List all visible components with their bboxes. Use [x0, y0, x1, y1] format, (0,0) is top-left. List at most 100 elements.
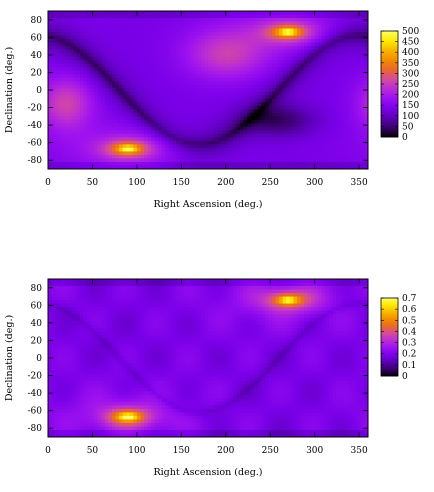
heatmap-cell	[147, 286, 152, 290]
heatmap-cell	[147, 42, 152, 47]
heatmap-cell	[97, 18, 102, 22]
heatmap-cell	[222, 161, 227, 166]
heatmap-cell	[200, 140, 205, 145]
heatmap-cell	[243, 102, 248, 107]
heatmap-cell	[200, 14, 205, 19]
heatmap-cell	[346, 102, 351, 107]
heatmap-cell	[328, 11, 333, 15]
heatmap-cell	[129, 21, 134, 26]
heatmap-cell	[360, 161, 365, 166]
heatmap-cell	[165, 119, 170, 124]
heatmap-cell	[147, 53, 152, 58]
heatmap-cell	[72, 286, 77, 290]
heatmap-cell	[215, 14, 220, 19]
heatmap-cell	[126, 303, 131, 308]
heatmap-cell	[119, 296, 124, 301]
heatmap-cell	[250, 39, 255, 43]
heatmap-cell	[101, 303, 106, 308]
heatmap-cell	[115, 133, 120, 138]
heatmap-cell	[222, 116, 227, 121]
heatmap-cell	[343, 133, 348, 138]
heatmap-cell	[190, 151, 195, 156]
heatmap-cell	[69, 109, 74, 114]
heatmap-cell	[311, 98, 316, 103]
colorbar-tick-label: 300	[402, 69, 419, 79]
heatmap-cell	[364, 67, 369, 72]
heatmap-cell	[48, 102, 52, 107]
heatmap-cell	[225, 56, 230, 61]
heatmap-cell	[286, 63, 291, 68]
heatmap-cell	[158, 293, 163, 297]
heatmap-cell	[101, 133, 106, 138]
heatmap-cell	[133, 137, 138, 142]
heatmap-cell	[208, 289, 212, 294]
heatmap-cell	[179, 123, 184, 128]
heatmap-cell	[48, 109, 52, 114]
heatmap-cell	[183, 140, 188, 145]
heatmap-cell	[282, 14, 287, 19]
heatmap-cell	[339, 102, 344, 107]
heatmap-cell	[126, 42, 131, 47]
heatmap-cell	[250, 116, 255, 121]
heatmap-cell	[104, 126, 109, 131]
heatmap-cell	[243, 70, 248, 75]
heatmap-cell	[115, 303, 120, 308]
heatmap-cell	[87, 112, 92, 117]
heatmap-cell	[144, 293, 148, 297]
heatmap-cell	[321, 296, 326, 301]
heatmap-cell	[69, 126, 74, 131]
y-tick-label: 60	[31, 33, 43, 43]
heatmap-cell	[304, 133, 308, 138]
heatmap-cell	[87, 95, 92, 100]
heatmap-cell	[193, 56, 198, 61]
heatmap-cell	[282, 56, 287, 61]
heatmap-cell	[346, 105, 351, 110]
heatmap-cell	[168, 91, 173, 96]
heatmap-cell	[350, 60, 355, 65]
heatmap-cell	[279, 32, 284, 36]
heatmap-cell	[215, 56, 220, 61]
heatmap-cell	[236, 123, 241, 128]
heatmap-cell	[250, 91, 255, 96]
heatmap-cell	[268, 296, 273, 301]
heatmap-cell	[69, 161, 74, 166]
heatmap-cell	[296, 39, 301, 43]
heatmap-cell	[225, 11, 230, 15]
heatmap-cell	[208, 296, 212, 301]
heatmap-cell	[165, 74, 170, 79]
heatmap-cell	[176, 158, 180, 163]
heatmap-cell	[112, 53, 116, 58]
heatmap-cell	[186, 70, 191, 75]
heatmap-cell	[140, 35, 145, 40]
heatmap-cell	[215, 98, 220, 103]
heatmap-cell	[240, 67, 244, 72]
heatmap-cell	[183, 46, 188, 51]
heatmap-cell	[336, 32, 340, 36]
heatmap-cell	[179, 137, 184, 142]
heatmap-cell	[208, 133, 212, 138]
heatmap-cell	[158, 98, 163, 103]
heatmap-cell	[136, 144, 141, 149]
heatmap-cell	[101, 165, 106, 170]
heatmap-cell	[186, 154, 191, 159]
heatmap-cell	[300, 53, 305, 58]
heatmap-cell	[115, 70, 120, 75]
heatmap-cell	[247, 140, 252, 145]
heatmap-cell	[140, 102, 145, 107]
heatmap-cell	[357, 137, 362, 142]
heatmap-cell	[48, 144, 52, 149]
heatmap-cell	[97, 279, 102, 283]
heatmap-cell	[311, 130, 316, 135]
heatmap-cell	[140, 67, 145, 72]
heatmap-cell	[300, 165, 305, 170]
heatmap-cell	[101, 307, 106, 311]
heatmap-cell	[168, 147, 173, 152]
heatmap-cell	[190, 60, 195, 65]
heatmap-cell	[158, 25, 163, 29]
x-tick-label: 100	[128, 178, 145, 188]
heatmap-cell	[346, 81, 351, 86]
heatmap-cell	[236, 46, 241, 51]
heatmap-cell	[176, 11, 180, 15]
heatmap-cell	[69, 140, 74, 145]
heatmap-cell	[296, 147, 301, 152]
